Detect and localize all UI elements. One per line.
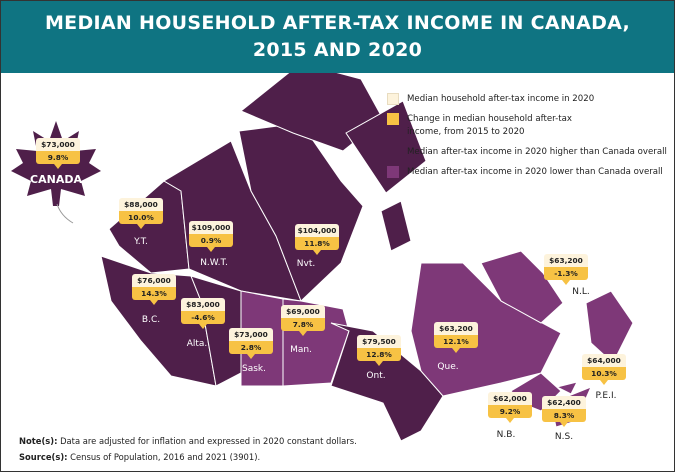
callout-value: $62,400 <box>542 396 586 409</box>
callout-yt: $88,000 10.0% <box>119 198 163 229</box>
callout-change: 10.0% <box>119 211 163 229</box>
callout-value: $76,000 <box>132 274 176 287</box>
legend-swatch <box>387 146 399 158</box>
callout-change: 12.8% <box>357 348 401 366</box>
title-line-1: MEDIAN HOUSEHOLD AFTER-TAX INCOME IN CAN… <box>44 12 631 34</box>
callout-change: -4.6% <box>181 311 225 329</box>
notes: Note(s): Data are adjusted for inflation… <box>19 433 357 465</box>
callout-value: $63,200 <box>434 322 478 335</box>
callout-ont: $79,500 12.8% <box>357 335 401 366</box>
region-nl <box>585 290 634 364</box>
callout-value: $69,000 <box>281 305 325 318</box>
legend-item-higher: Median after-tax income in 2020 higher t… <box>387 146 667 159</box>
region-name-alta: Alta. <box>186 339 208 349</box>
callout-man: $69,000 7.8% <box>281 305 325 336</box>
callout-change: 0.9% <box>189 234 233 252</box>
callout-nb: $62,000 9.2% <box>488 392 532 423</box>
callout-change: 9.2% <box>488 405 532 423</box>
callout-nvt: $104,000 11.8% <box>295 224 339 255</box>
canada-label: CANADA <box>30 173 82 186</box>
callout-pei: $64,000 10.3% <box>582 354 626 385</box>
region-yt <box>108 180 190 274</box>
title-line-2: 2015 AND 2020 <box>252 39 423 61</box>
source-text: Census of Population, 2016 and 2021 (390… <box>67 452 261 462</box>
callout-change: 2.8% <box>229 341 273 359</box>
legend-swatch <box>387 113 399 125</box>
callout-canada: $73,000 9.8% <box>36 138 80 169</box>
legend-label: Change in median household after-tax inc… <box>407 114 572 137</box>
region-name-nvt: Nvt. <box>296 259 316 269</box>
legend-item-value: Median household after-tax income in 202… <box>387 93 667 106</box>
callout-value: $79,500 <box>357 335 401 348</box>
callout-que: $63,200 12.1% <box>434 322 478 353</box>
callout-change: 12.1% <box>434 335 478 353</box>
callout-value: $88,000 <box>119 198 163 211</box>
callout-value: $83,000 <box>181 298 225 311</box>
region-name-nwt: N.W.T. <box>200 258 228 268</box>
callout-value: $73,000 <box>36 138 80 151</box>
callout-change: 9.8% <box>36 151 80 169</box>
region-nvt <box>238 122 364 302</box>
region-name-bc: B.C. <box>141 315 161 325</box>
region-nl <box>480 250 564 324</box>
callout-alta: $83,000 -4.6% <box>181 298 225 329</box>
callout-nwt: $109,000 0.9% <box>189 221 233 252</box>
callout-value: $109,000 <box>189 221 233 234</box>
legend-label: Median after-tax income in 2020 lower th… <box>407 167 663 177</box>
callout-change: 7.8% <box>281 318 325 336</box>
region-que <box>410 262 562 397</box>
region-name-man: Man. <box>290 345 312 355</box>
maple-leaf-stem <box>56 203 74 224</box>
callout-change: 8.3% <box>542 409 586 427</box>
callout-change: 10.3% <box>582 367 626 385</box>
legend-item-change: Change in median household after-tax inc… <box>387 113 607 139</box>
legend-label: Median household after-tax income in 202… <box>407 94 595 104</box>
callout-bc: $76,000 14.3% <box>132 274 176 305</box>
callout-value: $104,000 <box>295 224 339 237</box>
region-name-yt: Y.T. <box>134 237 148 247</box>
legend-item-lower: Median after-tax income in 2020 lower th… <box>387 166 667 179</box>
region-nvt <box>380 200 412 252</box>
callout-nl: $63,200 -1.3% <box>544 254 588 285</box>
callout-change: 11.8% <box>295 237 339 255</box>
note-label: Note(s): <box>19 436 58 446</box>
region-pei <box>555 381 578 395</box>
callout-change: 14.3% <box>132 287 176 305</box>
callout-sask: $73,000 2.8% <box>229 328 273 359</box>
region-name-que: Que. <box>437 362 459 372</box>
callout-ns: $62,400 8.3% <box>542 396 586 427</box>
callout-change: -1.3% <box>544 267 588 285</box>
callout-value: $64,000 <box>582 354 626 367</box>
region-nvt <box>345 100 427 194</box>
region-name-nb: N.B. <box>496 430 516 440</box>
callout-value: $62,000 <box>488 392 532 405</box>
region-name-sask: Sask. <box>242 364 266 374</box>
source-label: Source(s): <box>19 452 68 462</box>
legend-swatch <box>387 166 399 178</box>
region-name-nl: N.L. <box>572 287 590 297</box>
region-name-ns: N.S. <box>554 432 574 442</box>
legend-label: Median after-tax income in 2020 higher t… <box>407 147 667 157</box>
legend: Median household after-tax income in 202… <box>387 93 667 186</box>
legend-swatch <box>387 93 399 105</box>
callout-value: $63,200 <box>544 254 588 267</box>
region-name-ont: Ont. <box>366 371 386 381</box>
region-name-pei: P.E.I. <box>595 391 617 401</box>
page-title: MEDIAN HOUSEHOLD AFTER-TAX INCOME IN CAN… <box>1 1 674 73</box>
callout-value: $73,000 <box>229 328 273 341</box>
note-text: Data are adjusted for inflation and expr… <box>57 436 357 446</box>
